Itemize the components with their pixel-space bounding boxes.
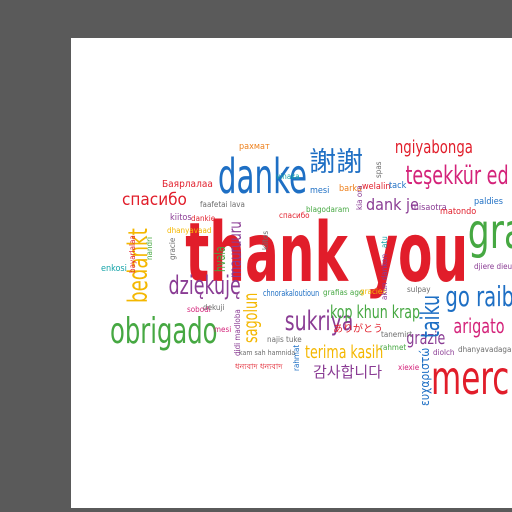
word-mesi: mesi [310, 186, 329, 196]
word-dekuji: dekuji [203, 303, 224, 312]
word-djiere-dieuf: djiere dieuf [474, 262, 512, 271]
word-blagodaram: blagodaram [306, 205, 349, 214]
word-spasibo-small: спасибо [279, 210, 310, 220]
word-go-raibh: go raibh [445, 280, 512, 312]
word-chnorakaloutioun: chnorakaloutioun [263, 287, 319, 298]
word-kiitos-rot: kia ora [355, 185, 364, 210]
thank-you-word-cloud: thank you danke 謝謝 ngiyabonga teşekkür e… [101, 137, 512, 406]
word-obrigado: obrigado [110, 309, 218, 352]
word-nandri: nandri [145, 237, 154, 260]
word-kop-khun-krap: kop khun krap [330, 301, 420, 322]
word-gra: gra [468, 205, 512, 260]
word-terima-kasih: terima kasih [305, 341, 383, 362]
word-rahmet: rahmet [380, 343, 406, 352]
word-sobodi: sobodi [187, 305, 211, 314]
image-canvas: thank you danke 謝謝 ngiyabonga teşekkür e… [71, 38, 512, 508]
word-thank-you: thank you [185, 205, 468, 301]
word-tesekkur: teşekkür ed [406, 161, 509, 190]
word-hvala: hvala [213, 246, 229, 272]
word-spasibo: спасибо [122, 190, 187, 210]
word-mauruuru: mauruuru [225, 221, 245, 278]
word-misaotra: misaotra [411, 203, 447, 213]
word-kam-sah-hamnida: kam sah hamnida [239, 349, 295, 357]
word-danke: danke [218, 149, 307, 205]
word-spas: spas [374, 161, 383, 178]
word-ngiyabonga: ngiyabonga [395, 137, 473, 158]
word-sulpay: sulpay [407, 285, 431, 294]
word-xiexie-cjk: 謝謝 [309, 147, 363, 178]
word-tanemirt: tanemirt [381, 330, 412, 339]
word-rakhmat: рахмат [239, 142, 270, 152]
word-kamsahamnida: 감사합니다 [313, 363, 382, 381]
word-bayarlalaa-latin: bayarlalaa [128, 235, 137, 273]
word-welalin: welalin [362, 182, 390, 192]
word-akun-dankon: akun dankon [380, 254, 389, 300]
word-merci: merci [431, 351, 512, 405]
word-sagolun: sagolun [239, 293, 262, 343]
word-dankie: dankie [191, 214, 216, 223]
word-tack: tack [389, 181, 407, 191]
word-enkosi: enkosi [101, 264, 127, 274]
word-vinaka: vinaka [276, 172, 300, 181]
word-rahmat: rahmat [292, 345, 301, 371]
word-sukriya: sukriya [285, 305, 354, 336]
word-gracies: gracies [360, 287, 386, 296]
word-dziekuje: dziękuję [169, 271, 241, 300]
word-bedankt: bedankt [122, 228, 154, 303]
word-gracie: gracie [168, 237, 177, 260]
word-bengali: ধন্যবাদ ধন্যবাদ [235, 362, 283, 371]
word-mesi-small: mesi [214, 325, 231, 334]
word-bayarlalaa: Баярлалаа [162, 179, 213, 190]
word-gracias-ago: grafias ago [323, 288, 364, 297]
word-dhanyavaad: dhanyavaad [167, 226, 211, 235]
word-arigato: arigato [453, 315, 504, 338]
word-matondo: matondo [440, 207, 476, 217]
word-paldies: paldies [474, 197, 503, 207]
word-arigatou-jp: ありがとう [333, 322, 383, 335]
word-efcharisto: ευχαριστώ [418, 348, 432, 406]
word-kiitos: kiitos [170, 213, 192, 223]
word-dank-je: dank je [366, 195, 419, 214]
word-atu: atu [380, 236, 389, 248]
word-didi-madloba: didi madloba [233, 309, 242, 356]
word-najis-tuke: najis tuke [267, 335, 302, 344]
word-faafetai-lava: faafetai lava [200, 200, 245, 209]
word-dhanyavadagalu: dhanyavadagalu [458, 345, 512, 354]
word-kiitos2: kiitos [261, 231, 270, 250]
word-barka: barka [339, 184, 362, 194]
word-grazie: grazie [406, 327, 445, 348]
word-diolch: diolch [433, 348, 455, 357]
word-xiexie: xiexie [398, 363, 420, 372]
word-taiku: taiku [416, 295, 445, 338]
